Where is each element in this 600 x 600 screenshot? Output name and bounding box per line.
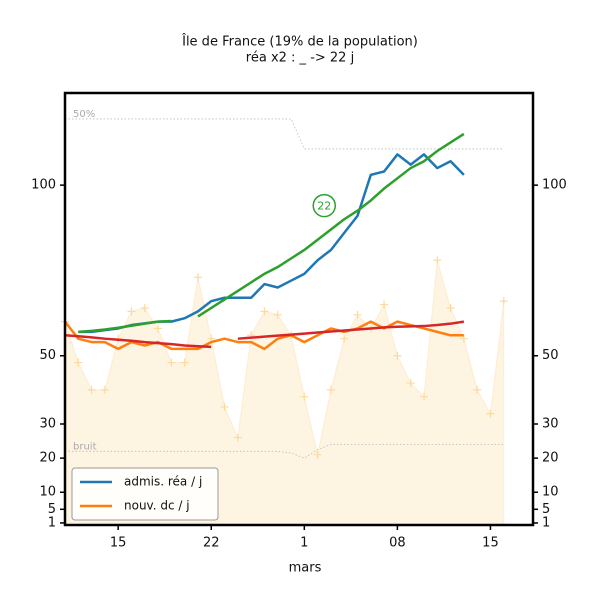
series-line — [64, 334, 212, 349]
series-line — [64, 320, 464, 351]
background-marker — [459, 334, 468, 343]
y-tick-label: 30 — [542, 416, 559, 431]
series-line — [78, 319, 172, 334]
y-tick-label: 1 — [48, 515, 56, 530]
background-marker — [140, 303, 149, 312]
background-marker — [446, 303, 455, 312]
annotation-label: 22 — [317, 200, 331, 213]
legend-label: nouv. dc / j — [124, 499, 190, 513]
x-tick-label: 1 — [300, 536, 308, 551]
background-marker — [313, 450, 322, 459]
background-marker — [74, 358, 83, 367]
y-tick-label: 20 — [542, 451, 559, 466]
series-line — [237, 320, 465, 340]
x-axis-label: mars — [289, 561, 322, 576]
background-marker — [499, 297, 508, 306]
background-marker — [380, 300, 389, 309]
background-marker — [353, 310, 362, 319]
background-marker — [167, 358, 176, 367]
y-tick-label: 50 — [542, 348, 559, 363]
x-tick-label: 22 — [203, 536, 220, 551]
background-marker — [486, 409, 495, 418]
background-marker — [300, 392, 309, 401]
background-marker — [154, 324, 163, 333]
background-marker — [260, 307, 269, 316]
legend-label: admis. réa / j — [124, 475, 202, 489]
background-marker — [127, 307, 136, 316]
background-marker — [273, 310, 282, 319]
background-marker — [473, 385, 482, 394]
chart-title: Île de France (19% de la population) — [181, 34, 418, 50]
background-marker — [326, 385, 335, 394]
background-marker — [340, 334, 349, 343]
background-marker — [220, 402, 229, 411]
x-tick-label: 08 — [389, 536, 406, 551]
y-tick-label: 10 — [542, 485, 559, 500]
y-tick-label: 50 — [39, 348, 56, 363]
y-tick-label: 20 — [39, 451, 56, 466]
background-marker — [393, 351, 402, 360]
y-tick-label: 5 — [48, 502, 56, 517]
plot-frame — [63, 91, 535, 527]
y-tick-label: 100 — [31, 178, 56, 193]
annotation-marker — [312, 193, 337, 218]
chart-subtitle: réa x2 : _ -> 22 j — [246, 51, 354, 66]
background-marker — [193, 273, 202, 282]
background-marker — [233, 433, 242, 442]
y-tick-label: 5 — [542, 502, 550, 517]
background-marker — [87, 385, 96, 394]
series-line — [78, 153, 465, 334]
series-line — [197, 132, 465, 318]
reference-label: 50% — [73, 109, 95, 120]
y-tick-label: 30 — [39, 416, 56, 431]
reference-label: bruit — [73, 441, 97, 452]
background-marker — [419, 392, 428, 401]
background-marker — [100, 385, 109, 394]
x-tick-label: 15 — [110, 536, 127, 551]
reference-line — [65, 118, 504, 150]
y-tick-label: 10 — [39, 485, 56, 500]
background-marker — [433, 256, 442, 265]
x-tick-label: 15 — [482, 536, 499, 551]
y-tick-label: 1 — [542, 515, 550, 530]
y-tick-label: 100 — [542, 178, 567, 193]
background-marker — [406, 379, 415, 388]
background-marker — [180, 358, 189, 367]
